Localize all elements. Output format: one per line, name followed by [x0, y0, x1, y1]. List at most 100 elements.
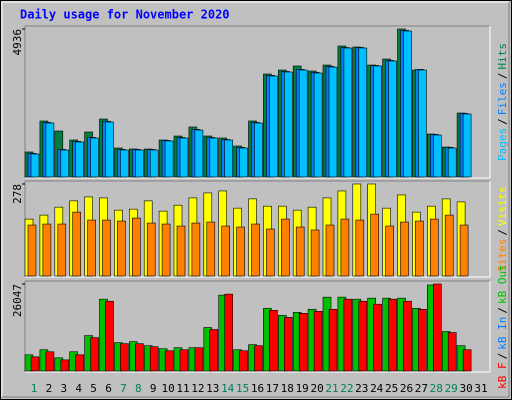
bar: [209, 329, 219, 372]
bar: [30, 153, 40, 178]
x-tick-label: 10: [161, 382, 174, 395]
bar: [343, 298, 353, 372]
bar: [388, 60, 397, 178]
bar: [251, 223, 260, 277]
bar: [343, 47, 353, 178]
bar: [221, 225, 230, 277]
legend-entry: Hits: [496, 43, 509, 70]
bar: [45, 122, 55, 178]
bar: [418, 69, 427, 178]
x-tick-label: 22: [340, 382, 353, 395]
bar: [370, 213, 380, 277]
x-tick-label: 29: [445, 382, 458, 395]
bar: [328, 308, 338, 372]
legend-entry: Files: [496, 82, 509, 115]
bar: [117, 220, 126, 277]
x-tick-label: 9: [150, 382, 157, 395]
bar: [57, 223, 67, 277]
bar: [298, 69, 308, 178]
x-tick-label: 23: [355, 382, 368, 395]
bar: [429, 218, 439, 277]
bar: [135, 343, 144, 372]
legend-separator: /: [496, 307, 509, 314]
y-tick-label: 4936: [11, 29, 24, 56]
x-tick-label: 27: [415, 382, 428, 395]
legend-entry: kB F: [496, 362, 509, 389]
bar: [90, 337, 99, 372]
bar: [87, 219, 96, 277]
y-tick-label: 278: [11, 184, 24, 204]
bar: [358, 47, 368, 178]
bar: [298, 313, 308, 372]
bar: [120, 343, 129, 372]
bar: [191, 222, 201, 277]
bar: [447, 147, 457, 178]
bar: [373, 303, 383, 372]
x-tick-label: 19: [296, 382, 309, 395]
bar: [459, 224, 469, 277]
x-tick-label: 30: [459, 382, 472, 395]
legend-entry: Visits: [496, 186, 509, 226]
bar: [462, 349, 472, 372]
bar: [45, 351, 55, 372]
bar: [325, 224, 335, 277]
bar: [224, 139, 233, 178]
bar: [283, 71, 293, 178]
bar: [42, 223, 52, 277]
bar: [415, 220, 424, 277]
bar: [135, 149, 144, 178]
bar: [161, 223, 171, 277]
bar: [30, 356, 40, 372]
bar: [418, 308, 427, 372]
bar: [179, 137, 189, 178]
legend-separator: /: [496, 118, 509, 125]
x-tick-label: 2: [46, 382, 53, 395]
bar: [75, 141, 84, 178]
bar: [403, 30, 412, 178]
x-tick-label: 7: [120, 382, 127, 395]
x-tick-label: 3: [60, 382, 67, 395]
legend-separator: /: [496, 229, 509, 236]
legend: kB F / kB In / kB Out: [496, 264, 509, 389]
x-tick-label: 17: [266, 382, 279, 395]
bar: [72, 211, 81, 277]
x-tick-label: 1: [31, 382, 38, 395]
bar: [447, 332, 457, 372]
bar: [254, 122, 263, 178]
legend-entry: Sites: [496, 239, 509, 272]
bar: [400, 221, 409, 277]
bar: [194, 129, 204, 178]
bar: [194, 347, 204, 372]
x-tick-label: 26: [400, 382, 413, 395]
x-tick-label: 16: [251, 382, 264, 395]
bar: [269, 75, 278, 178]
bar: [146, 222, 156, 277]
bar: [149, 346, 159, 372]
legend-entry: Pages: [496, 128, 509, 161]
bar: [283, 317, 293, 372]
legend-separator: /: [496, 73, 509, 80]
legend: Pages / Files / Hits: [496, 43, 509, 161]
bar: [355, 219, 365, 277]
bar: [120, 149, 129, 178]
x-tick-label: 12: [191, 382, 204, 395]
x-tick-label: 5: [90, 382, 97, 395]
x-tick-label: 18: [281, 382, 294, 395]
x-tick-label: 13: [206, 382, 219, 395]
x-tick-label: 4: [75, 382, 82, 395]
bar: [90, 137, 99, 178]
x-tick-label: 31: [474, 382, 487, 395]
bar: [328, 66, 338, 178]
bar: [313, 72, 323, 178]
x-tick-label: 28: [430, 382, 443, 395]
bar: [280, 218, 290, 277]
legend-separator: /: [496, 353, 509, 360]
bar: [432, 134, 442, 178]
x-tick-label: 14: [221, 382, 235, 395]
bar: [403, 300, 412, 372]
bar: [27, 224, 37, 277]
bar: [239, 147, 248, 178]
bar: [432, 283, 442, 372]
bar: [75, 354, 84, 372]
